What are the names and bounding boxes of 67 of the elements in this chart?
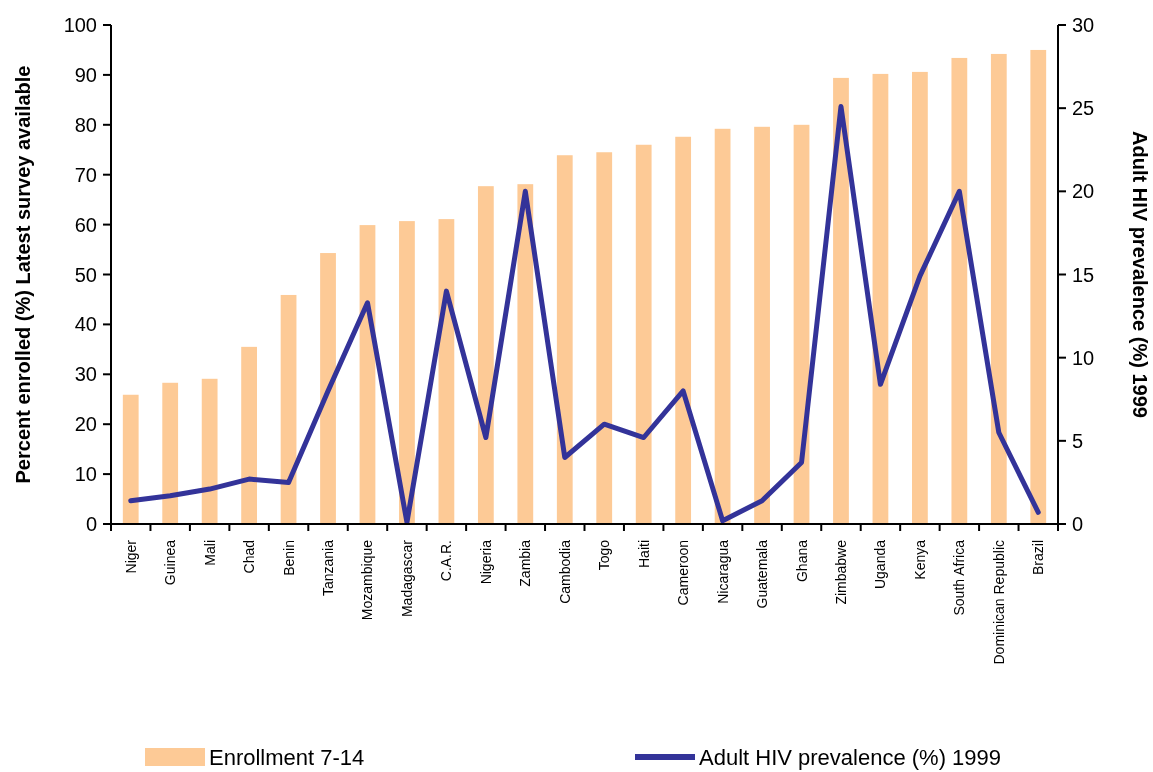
bar bbox=[241, 346, 257, 524]
bar bbox=[596, 152, 613, 524]
y-tick-label: 100 bbox=[63, 14, 97, 36]
bar bbox=[517, 184, 534, 524]
bar bbox=[714, 128, 731, 524]
y2-tick-label: 25 bbox=[1072, 97, 1095, 120]
legend-label: Enrollment 7-14 bbox=[209, 744, 365, 770]
y-tick-label: 50 bbox=[74, 263, 97, 286]
bar bbox=[320, 253, 336, 524]
x-tick-label: Kenya bbox=[911, 539, 928, 580]
x-tick-label: Nigeria bbox=[477, 539, 494, 585]
bar bbox=[162, 382, 179, 524]
y-tick-label: 30 bbox=[74, 363, 97, 386]
y2-tick-label: 5 bbox=[1072, 429, 1084, 452]
x-tick-label: Togo bbox=[596, 539, 613, 571]
bar bbox=[872, 73, 889, 524]
y-tick-label: 60 bbox=[74, 213, 97, 236]
x-tick-label: Nicaragua bbox=[714, 539, 731, 604]
y-tick-label: 0 bbox=[85, 513, 97, 535]
x-tick-label: Zambia bbox=[517, 539, 534, 587]
bar bbox=[675, 136, 692, 524]
y2-tick-label: 30 bbox=[1072, 14, 1095, 36]
bar bbox=[912, 71, 928, 524]
x-tick-label: Dominican Republic bbox=[990, 540, 1007, 665]
bar bbox=[477, 186, 494, 524]
bar bbox=[201, 378, 218, 524]
x-tick-label: Uganda bbox=[872, 539, 889, 590]
bar bbox=[280, 294, 297, 524]
y-axis-title: Percent enrolled (%) Latest survey available bbox=[12, 65, 34, 484]
y2-tick-label: 0 bbox=[1072, 513, 1084, 535]
x-tick-label: Tanzania bbox=[320, 539, 337, 597]
x-tick-label: Brazil bbox=[1030, 540, 1047, 576]
y-tick-label: 20 bbox=[74, 413, 97, 436]
x-tick-label: Madagascar bbox=[398, 539, 415, 618]
y-tick-label: 90 bbox=[74, 63, 97, 86]
bar bbox=[990, 53, 1007, 524]
x-tick-label: Niger bbox=[122, 539, 139, 574]
x-tick-label: Guinea bbox=[162, 539, 179, 586]
x-tick-label: Cameroon bbox=[675, 540, 692, 606]
y-tick-label: 80 bbox=[74, 113, 97, 136]
x-tick-label: C.A.R. bbox=[438, 540, 455, 582]
bar bbox=[833, 77, 849, 524]
bar bbox=[122, 394, 139, 524]
x-tick-label: Cambodia bbox=[556, 539, 573, 604]
y2-tick-label: 15 bbox=[1072, 263, 1095, 286]
x-tick-label: Haiti bbox=[635, 540, 652, 569]
x-tick-label: Benin bbox=[280, 540, 297, 576]
y-tick-label: 10 bbox=[74, 463, 97, 486]
bar bbox=[399, 221, 415, 524]
bar bbox=[1030, 49, 1047, 524]
x-tick-label: Chad bbox=[241, 540, 258, 574]
bar bbox=[635, 144, 652, 524]
x-tick-label: Mozambique bbox=[359, 539, 376, 621]
y2-tick-label: 20 bbox=[1072, 180, 1095, 203]
x-tick-label: Ghana bbox=[793, 539, 810, 583]
x-tick-label: South Africa bbox=[951, 539, 968, 616]
x-tick-label: Mali bbox=[201, 540, 218, 566]
bar bbox=[951, 57, 968, 524]
y-tick-label: 40 bbox=[74, 313, 97, 336]
x-tick-label: Guatemala bbox=[754, 539, 771, 609]
y2-tick-label: 10 bbox=[1072, 346, 1095, 369]
y2-axis-title: Adult HIV prevalence (%) 1999 bbox=[1129, 131, 1151, 418]
bar bbox=[754, 126, 770, 524]
bar bbox=[556, 155, 573, 524]
legend-label: Adult HIV prevalence (%) 1999 bbox=[699, 744, 1002, 770]
y-tick-label: 70 bbox=[74, 163, 97, 186]
x-tick-label: Zimbabwe bbox=[832, 539, 849, 605]
